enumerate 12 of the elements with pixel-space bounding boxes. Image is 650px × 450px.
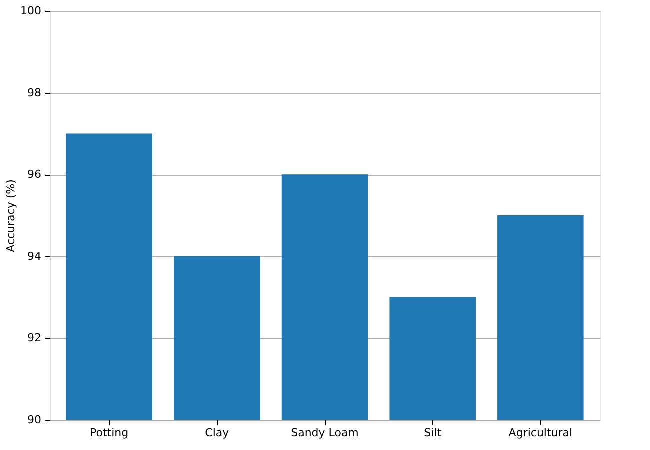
y-tick-label: 90 (28, 414, 42, 426)
y-tick-label: 98 (28, 86, 42, 100)
x-tick-label: Potting (90, 426, 129, 440)
y-tick-label: 94 (28, 250, 42, 263)
y-tick-label: 100 (20, 4, 42, 18)
x-tick-label: Sandy Loam (291, 426, 359, 440)
x-tick-label: Silt (424, 426, 442, 440)
x-tick-label: Agricultural (508, 426, 573, 440)
y-tick-label: 92 (28, 332, 42, 345)
y-tick-label: 96 (28, 168, 42, 182)
y-axis-title: Accuracy (%) (4, 180, 18, 252)
x-tick-label: Clay (205, 426, 230, 440)
